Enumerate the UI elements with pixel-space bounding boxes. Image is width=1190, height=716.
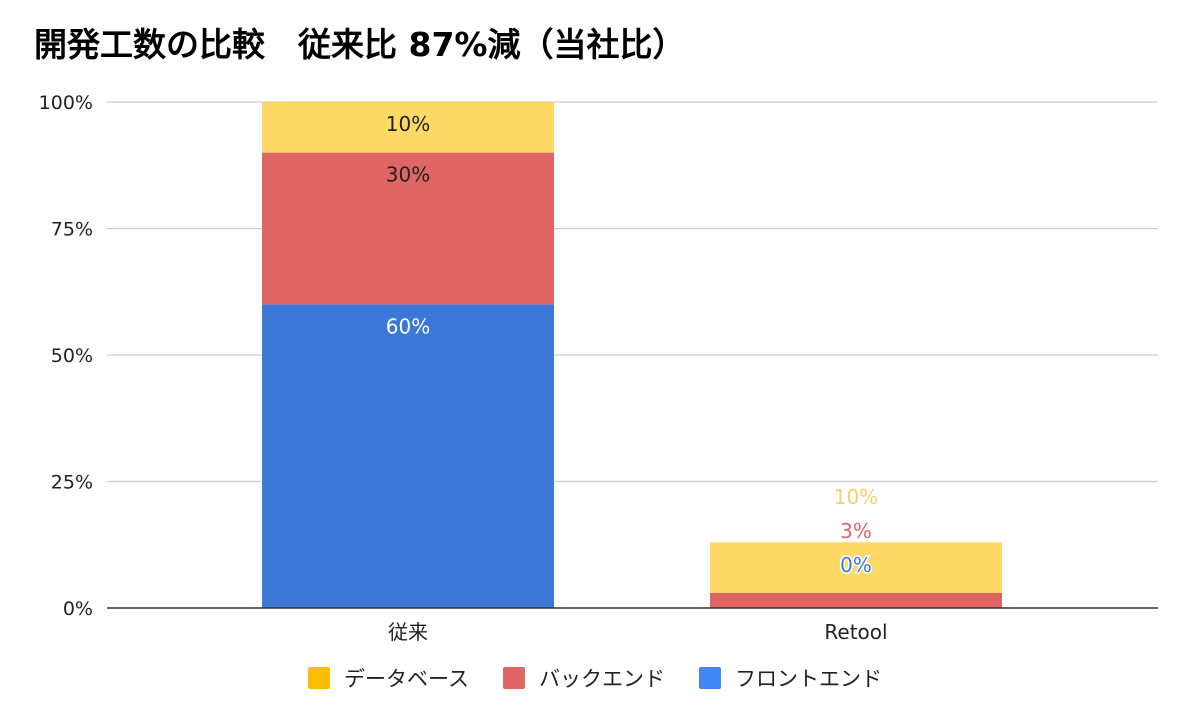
data-label: 3% <box>840 519 872 543</box>
bar-segment <box>710 592 1002 608</box>
chart-title: 開発工数の比較 従来比 87%減（当社比） <box>34 25 686 64</box>
legend-label: データベース <box>344 667 469 691</box>
legend-label: バックエンド <box>538 667 665 691</box>
legend-swatch <box>308 667 331 689</box>
bar-segment <box>262 102 554 153</box>
data-label: 10% <box>834 485 878 509</box>
bar-segment <box>262 152 554 305</box>
y-tick-label: 100% <box>39 92 93 114</box>
data-label: 60% <box>386 314 430 338</box>
legend: データベース バックエンド フロントエンド <box>0 663 1190 693</box>
legend-label: フロントエンド <box>734 667 882 691</box>
legend-item: バックエンド <box>502 663 665 693</box>
x-tick-label: Retool <box>824 620 887 644</box>
legend-item: データベース <box>308 663 469 693</box>
legend-swatch <box>698 667 721 689</box>
data-label: 10% <box>386 112 430 136</box>
bar-segment <box>262 304 554 608</box>
x-tick-label: 従来 <box>388 620 428 644</box>
legend-swatch <box>502 667 525 689</box>
bar-segment <box>710 542 1002 593</box>
legend-item: フロントエンド <box>698 663 882 693</box>
data-label: 0% <box>840 553 872 577</box>
data-label: 30% <box>386 163 430 187</box>
y-tick-label: 50% <box>51 345 93 367</box>
y-tick-label: 0% <box>63 598 93 620</box>
y-tick-label: 75% <box>51 219 93 241</box>
y-tick-label: 25% <box>51 472 93 494</box>
